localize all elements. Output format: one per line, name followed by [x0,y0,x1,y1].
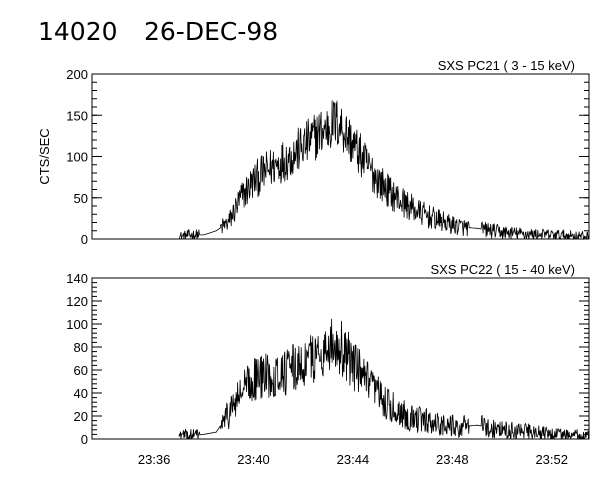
x-tick-label: 23:52 [535,452,568,467]
panel-1: 0 50 100 150 200 SXS PC21 ( 3 - 15 keV) CTS/SE… [37,58,590,247]
y-tick-label: 120 [66,294,88,309]
plot-frame [91,277,590,440]
y-tick-label: 60 [74,363,88,378]
y-tick-label: 150 [66,108,88,123]
y-tick-label: 100 [66,150,88,165]
series-line [178,318,590,440]
y-tick-label: 0 [81,232,88,247]
x-tick-label: 23:36 [138,452,171,467]
y-tick-label: 50 [74,191,88,206]
x-tick-label: 23:40 [237,452,270,467]
event-date: 26-DEC-98 [144,17,278,46]
y-tick-label: 80 [74,340,88,355]
x-tick-label: 23:44 [337,452,370,467]
x-tick-label: 23:48 [436,452,469,467]
plot-frame [91,73,590,240]
panel-title: SXS PC22 ( 15 - 40 keV) [430,262,575,277]
panel-title: SXS PC21 ( 3 - 15 keV) [438,58,575,73]
y-tick-label: 200 [66,67,88,82]
y-axis-label: CTS/SEC [37,128,52,184]
y-tick-label: 100 [66,317,88,332]
panel-2: 0 20 40 60 80 100 120 140 23:36 23:40 23:44 23:48 23… [66,262,590,467]
y-tick-label: 0 [81,432,88,447]
event-id: 14020 [38,17,118,46]
y-tick-label: 20 [74,409,88,424]
series-line [179,100,590,241]
y-tick-label: 140 [66,271,88,286]
y-tick-label: 40 [74,386,88,401]
